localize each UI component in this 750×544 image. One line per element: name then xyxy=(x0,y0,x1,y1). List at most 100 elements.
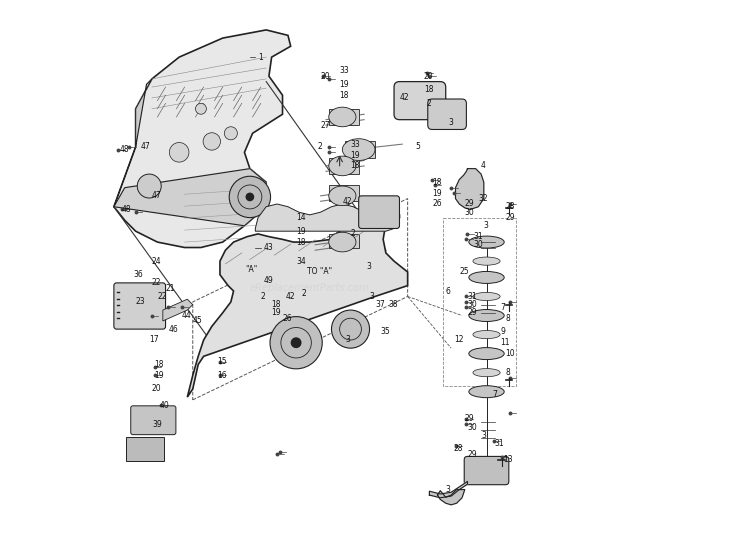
Text: 15: 15 xyxy=(217,357,226,366)
Text: 3: 3 xyxy=(484,221,489,230)
Circle shape xyxy=(291,337,302,348)
Circle shape xyxy=(245,193,254,201)
Text: 19: 19 xyxy=(272,308,281,317)
Text: 20: 20 xyxy=(152,385,161,393)
Text: 18: 18 xyxy=(424,85,433,94)
Text: 48: 48 xyxy=(119,145,129,154)
Text: 8: 8 xyxy=(506,314,510,323)
Text: TO "A": TO "A" xyxy=(307,268,332,276)
Polygon shape xyxy=(437,490,465,505)
Text: 43: 43 xyxy=(263,243,273,252)
Text: 31: 31 xyxy=(495,439,504,448)
Text: 16: 16 xyxy=(217,371,226,380)
Text: 18: 18 xyxy=(340,91,350,100)
Text: 19: 19 xyxy=(296,227,306,236)
Circle shape xyxy=(170,143,189,162)
Text: 5: 5 xyxy=(416,143,421,151)
Ellipse shape xyxy=(469,236,504,248)
Text: 19: 19 xyxy=(350,151,360,159)
Polygon shape xyxy=(114,30,291,248)
FancyBboxPatch shape xyxy=(427,99,466,129)
Circle shape xyxy=(224,127,237,140)
Text: 38: 38 xyxy=(388,300,398,309)
Circle shape xyxy=(332,310,370,348)
Text: 4: 4 xyxy=(481,162,486,170)
Text: 22: 22 xyxy=(158,292,167,301)
Text: 36: 36 xyxy=(133,270,142,279)
Circle shape xyxy=(230,176,271,218)
Text: 29: 29 xyxy=(467,450,477,459)
Text: 27: 27 xyxy=(320,121,330,129)
Text: 44: 44 xyxy=(182,311,192,320)
Text: 2: 2 xyxy=(302,289,306,298)
Text: 40: 40 xyxy=(160,401,170,410)
Text: 3: 3 xyxy=(367,262,372,271)
Ellipse shape xyxy=(328,186,356,206)
Text: 31: 31 xyxy=(467,292,477,301)
Text: 6: 6 xyxy=(446,287,451,295)
Text: 32: 32 xyxy=(478,194,488,203)
Text: 3: 3 xyxy=(481,431,486,440)
Polygon shape xyxy=(114,79,152,207)
Ellipse shape xyxy=(473,257,500,265)
Text: 29: 29 xyxy=(506,213,515,222)
Circle shape xyxy=(270,317,322,369)
Bar xyxy=(328,185,358,201)
Text: 8: 8 xyxy=(506,368,510,377)
Text: 47: 47 xyxy=(141,143,151,151)
Text: 9: 9 xyxy=(500,327,505,336)
Text: 33: 33 xyxy=(340,66,350,75)
Polygon shape xyxy=(188,209,408,397)
Text: 30: 30 xyxy=(465,208,475,217)
Text: 14: 14 xyxy=(296,213,306,222)
Text: eReplacementParts.com: eReplacementParts.com xyxy=(250,283,370,293)
FancyBboxPatch shape xyxy=(114,283,166,329)
Text: 18: 18 xyxy=(296,238,305,246)
Text: 20: 20 xyxy=(424,72,433,81)
Text: 2: 2 xyxy=(427,99,431,108)
FancyBboxPatch shape xyxy=(394,82,445,120)
Text: 3: 3 xyxy=(446,485,451,494)
Bar xyxy=(328,234,358,248)
Text: 48: 48 xyxy=(122,205,132,214)
FancyBboxPatch shape xyxy=(464,456,509,485)
Ellipse shape xyxy=(328,156,356,176)
Text: 33: 33 xyxy=(350,140,360,149)
Text: 24: 24 xyxy=(152,257,161,265)
Text: 34: 34 xyxy=(296,257,306,265)
FancyBboxPatch shape xyxy=(130,406,176,435)
Text: 25: 25 xyxy=(459,268,469,276)
Text: 2: 2 xyxy=(350,230,355,238)
Ellipse shape xyxy=(328,107,356,127)
Circle shape xyxy=(196,103,206,114)
FancyBboxPatch shape xyxy=(358,196,400,228)
Text: 3: 3 xyxy=(448,118,453,127)
Text: 30: 30 xyxy=(467,300,477,309)
Text: 17: 17 xyxy=(149,336,159,344)
Text: 30: 30 xyxy=(473,240,483,249)
Text: 49: 49 xyxy=(263,276,273,285)
Text: 29: 29 xyxy=(465,200,475,208)
Text: 3: 3 xyxy=(370,292,374,301)
Ellipse shape xyxy=(469,271,504,283)
Text: 12: 12 xyxy=(454,336,464,344)
Polygon shape xyxy=(255,204,400,231)
Text: 22: 22 xyxy=(152,279,161,287)
Bar xyxy=(328,109,358,125)
Text: "A": "A" xyxy=(245,265,258,274)
Ellipse shape xyxy=(342,139,375,160)
Text: 35: 35 xyxy=(380,327,390,336)
Text: 2: 2 xyxy=(318,143,322,151)
Text: 7: 7 xyxy=(492,390,496,399)
Text: 39: 39 xyxy=(152,420,162,429)
Text: 11: 11 xyxy=(500,338,509,347)
Text: 42: 42 xyxy=(342,197,352,206)
Ellipse shape xyxy=(469,386,504,398)
Text: 42: 42 xyxy=(285,292,295,301)
Text: 2: 2 xyxy=(261,292,266,301)
Text: 26: 26 xyxy=(283,314,292,323)
Text: 30: 30 xyxy=(467,423,477,431)
Text: 10: 10 xyxy=(506,349,515,358)
Ellipse shape xyxy=(473,369,500,376)
Polygon shape xyxy=(430,481,467,498)
